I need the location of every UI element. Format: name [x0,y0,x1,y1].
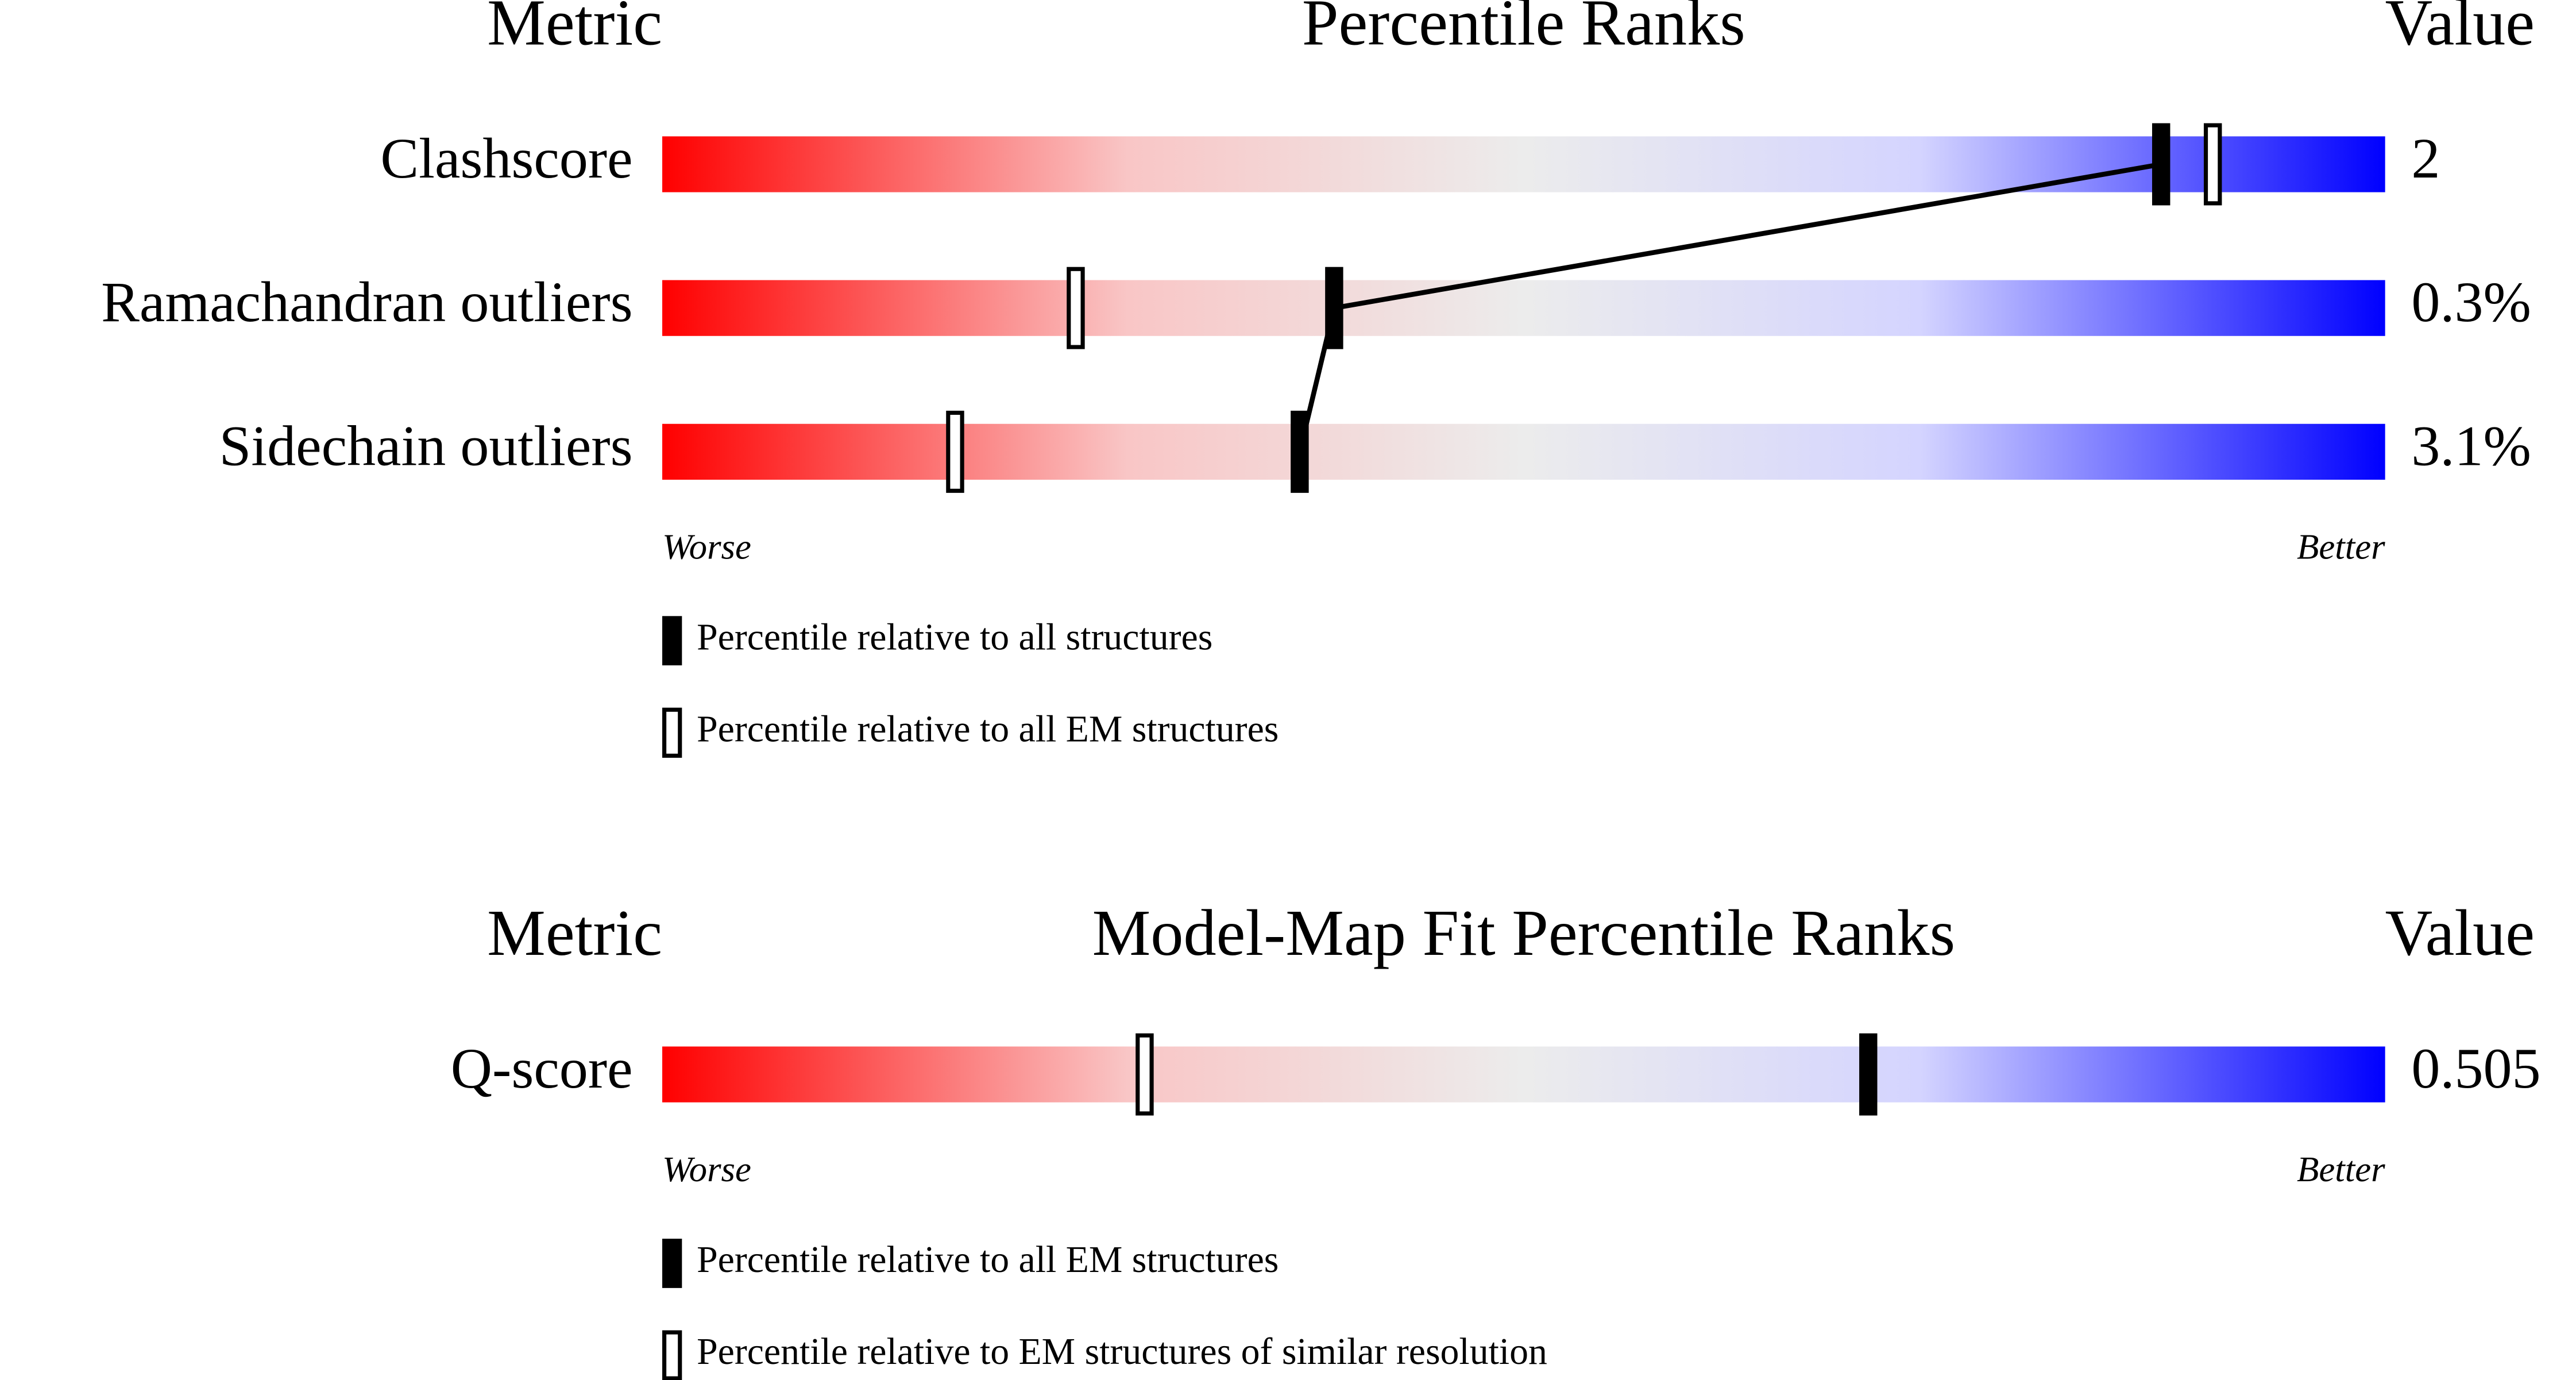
worse-label: Worse [662,1149,751,1189]
metric-value: 0.505 [2411,1036,2540,1100]
open-marker [1136,1033,1154,1116]
worse-label: Worse [662,526,751,566]
open-marker [2203,123,2222,206]
metric-value: 2 [2411,126,2440,190]
better-label: Better [2297,1149,2385,1189]
metric-label: Sidechain outliers [219,414,633,477]
metric-value: 3.1% [2411,414,2531,477]
legend-marker-open [662,707,682,758]
open-marker [946,410,964,493]
percentile-bar [662,280,2385,336]
filled-marker [1325,267,1343,349]
filled-marker [1291,410,1309,493]
filled-marker [2152,123,2171,206]
legend-label: Percentile relative to EM structures of … [697,1331,1547,1373]
filled-marker [1859,1033,1878,1116]
percentile-bar [662,423,2385,480]
open-marker [1067,267,1085,349]
percentile-bar [662,136,2385,192]
better-label: Better [2297,526,2385,566]
percentile-bar [662,1046,2385,1103]
metric-label: Q-score [451,1036,633,1100]
chart-title: Percentile Ranks [1302,0,1745,59]
legend-label: Percentile relative to all EM structures [697,1239,1279,1281]
metric-value: 0.3% [2411,270,2531,334]
legend-marker-filled [662,616,682,666]
metric-label: Clashscore [380,126,632,190]
legend-label: Percentile relative to all EM structures [697,708,1279,750]
legend-marker-open [662,1330,682,1380]
header-value: Value [2385,0,2535,59]
chart-title: Model-Map Fit Percentile Ranks [1092,896,1956,969]
legend-label: Percentile relative to all structures [697,616,1212,658]
header-metric: Metric [487,896,662,969]
header-value: Value [2385,896,2535,969]
legend-marker-filled [662,1239,682,1288]
metric-label: Ramachandran outliers [101,270,632,334]
header-metric: Metric [487,0,662,59]
